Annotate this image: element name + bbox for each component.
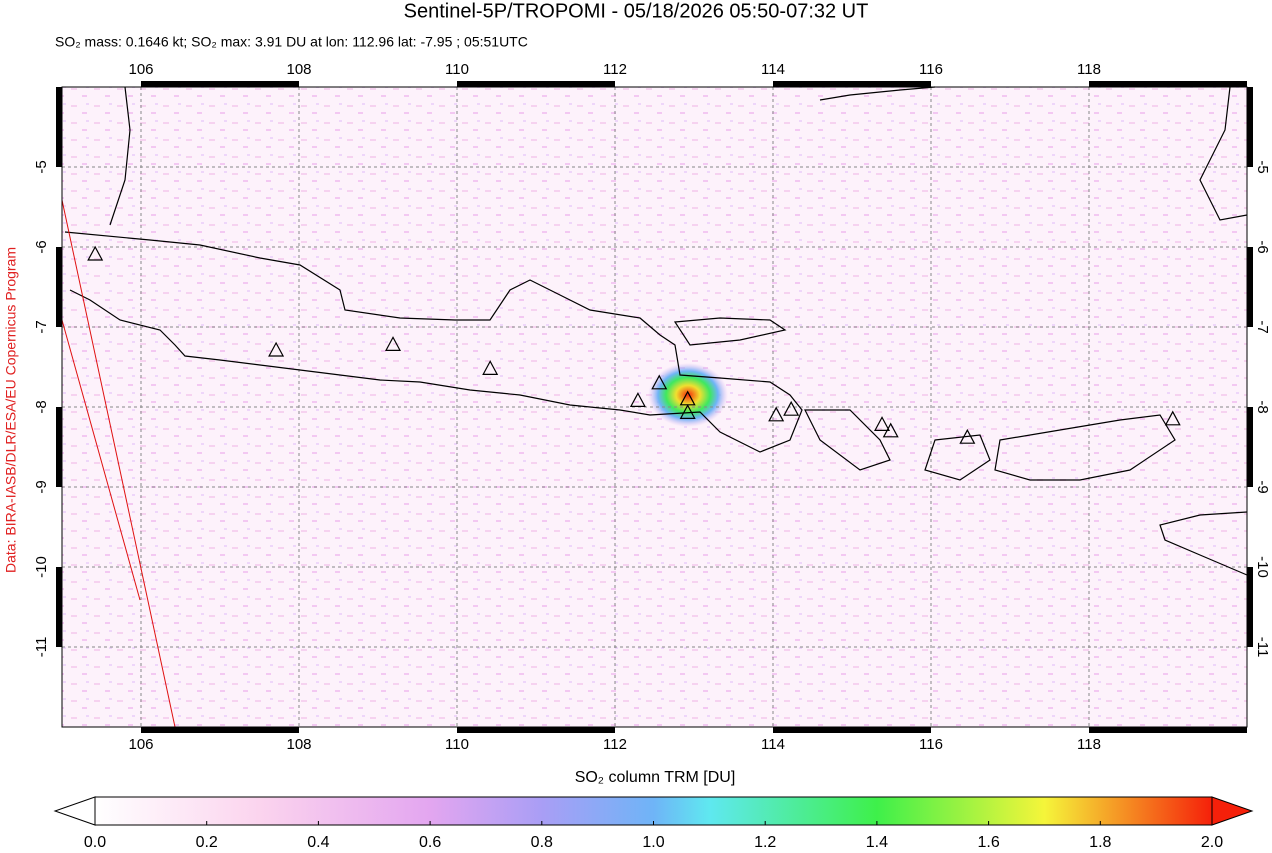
colorbar-tick-label: 0.8 (531, 834, 553, 851)
volcano (482, 360, 499, 375)
colorbar-gradient (94, 796, 1213, 826)
x-tick-label: 106 (128, 61, 153, 78)
y-tick-label: -7 (1254, 320, 1271, 333)
frame-bar (457, 81, 615, 87)
volcano (679, 404, 696, 419)
frame-bar (1089, 727, 1247, 733)
frame-bar (1247, 87, 1253, 167)
volcano (768, 406, 785, 422)
coastline (994, 414, 1176, 481)
frame-bar (1089, 81, 1247, 87)
credit: Data: BIRA-IASB/DLR/ESA/EU Copernicus Pr… (3, 247, 19, 573)
x-tick-label: 114 (761, 736, 785, 753)
x-tick-label: 116 (919, 61, 943, 78)
colorbar-tick-label: 1.8 (1089, 834, 1111, 851)
colorbar-tick-label: 1.2 (754, 834, 776, 851)
x-tick-label: 118 (1077, 736, 1101, 753)
volcano (385, 336, 402, 351)
colorbar-tick-label: 0.6 (419, 834, 441, 851)
subtitle: SO₂ mass: 0.1646 kt; SO₂ max: 3.91 DU at… (55, 34, 528, 50)
colorbar-tick-label: 1.6 (977, 834, 999, 851)
coastline (673, 317, 787, 346)
volcano (783, 400, 800, 416)
colorbar-tick-label: 0.2 (196, 834, 218, 851)
x-tick-label: 108 (286, 61, 311, 78)
y-tick-label: -5 (33, 160, 50, 173)
x-tick-label: 108 (286, 736, 311, 753)
frame-bar (141, 727, 299, 733)
colorbar-low-extension (53, 796, 96, 826)
x-tick-label: 116 (919, 736, 943, 753)
x-tick-label: 112 (603, 61, 627, 78)
x-tick-label: 110 (445, 61, 469, 78)
colorbar-high-extension (1211, 796, 1254, 826)
frame-bar (56, 87, 62, 167)
x-tick-label: 106 (128, 736, 153, 753)
colorbar-label: SO₂ column TRM [DU] (575, 769, 736, 786)
y-tick-label: -11 (33, 637, 50, 658)
colorbar-tick-label: 1.4 (866, 834, 888, 851)
frame-bar (141, 81, 299, 87)
coastline (819, 86, 936, 101)
x-tick-label: 112 (603, 736, 627, 753)
colorbar-tick-label: 1.0 (642, 834, 664, 851)
frame-bar (1247, 247, 1253, 327)
y-tick-label: -10 (1254, 556, 1271, 578)
coastline (1199, 86, 1248, 221)
x-tick-label: 114 (761, 61, 785, 78)
y-tick-label: -9 (1254, 480, 1271, 493)
colorbar-tick-label: 0.4 (307, 834, 329, 851)
volcano (882, 422, 899, 438)
y-tick-label: -6 (33, 240, 50, 253)
coastline (64, 231, 803, 453)
coastline (924, 434, 991, 481)
frame-bar (457, 727, 615, 733)
frame-bar (1247, 567, 1253, 647)
swath-edge (61, 319, 141, 601)
frame-bar (1247, 407, 1253, 487)
y-tick-label: -10 (33, 556, 50, 578)
y-tick-label: -9 (33, 480, 50, 493)
colorbar: 0.0 0.2 0.4 0.6 0.8 1.0 1.2 1.4 1.6 1.8 2.0 (53, 796, 1254, 851)
volcano (1164, 410, 1181, 426)
volcano (87, 245, 104, 261)
volcano (629, 392, 646, 407)
y-tick-label: -11 (1254, 637, 1271, 658)
y-tick-label: -5 (1254, 160, 1271, 173)
coastline (804, 409, 891, 471)
coastline (1159, 511, 1248, 576)
y-tick-label: -7 (33, 320, 50, 333)
coastline (109, 86, 131, 226)
y-tick-label: -8 (33, 400, 50, 413)
map-area (56, 81, 1253, 733)
y-tick-label: -8 (1254, 400, 1271, 413)
volcano (651, 374, 668, 390)
colorbar-tick-label: 2.0 (1201, 834, 1223, 851)
frame-bar (56, 247, 62, 327)
volcano (959, 428, 976, 444)
title: Sentinel-5P/TROPOMI - 05/18/2026 05:50-0… (404, 0, 869, 22)
frame-bar (773, 81, 931, 87)
volcano (268, 341, 285, 357)
y-tick-label: -6 (1254, 240, 1271, 253)
colorbar-tick-label: 0.0 (84, 834, 106, 851)
x-tick-label: 118 (1077, 61, 1101, 78)
frame-bar (56, 567, 62, 647)
so2-plume (648, 363, 728, 427)
frame-bar (773, 727, 931, 733)
frame-bar (56, 407, 62, 487)
swath-edge (61, 199, 176, 728)
volcano (874, 416, 891, 431)
x-tick-label: 110 (445, 736, 469, 753)
